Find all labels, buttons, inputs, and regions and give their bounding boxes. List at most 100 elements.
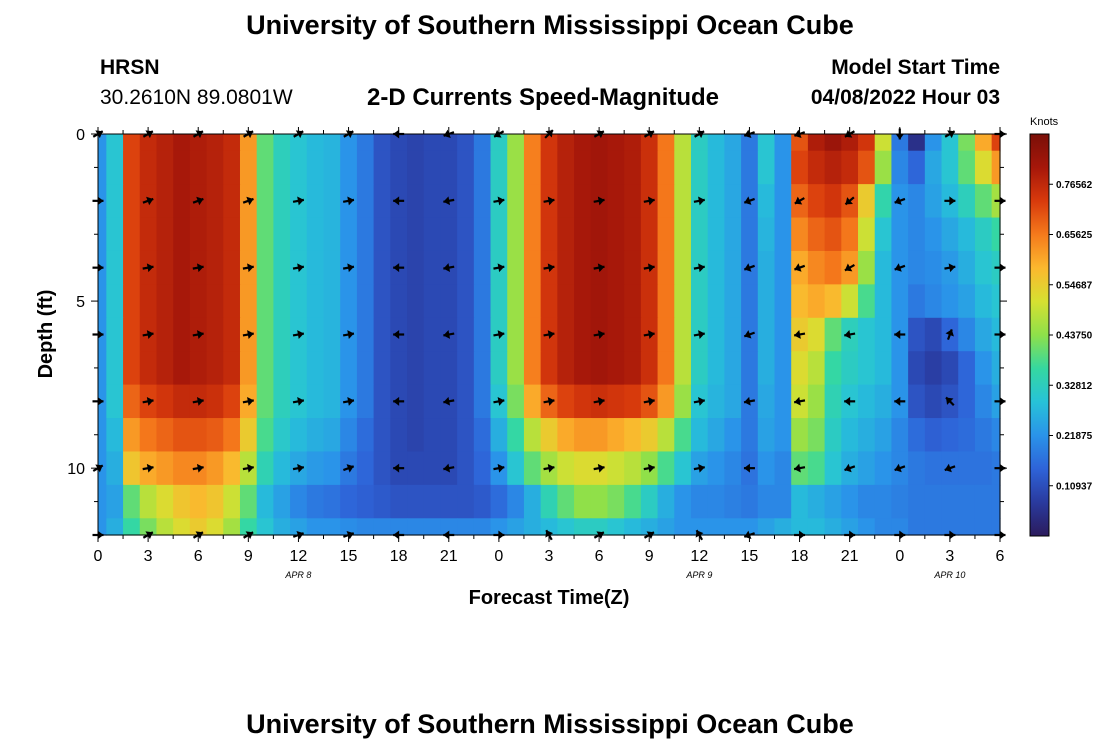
heatmap-cell [607, 418, 625, 453]
heatmap-cell [640, 351, 659, 386]
heatmap-cell [724, 351, 742, 386]
current-arrow [693, 196, 705, 206]
heatmap-cell [757, 418, 776, 453]
heatmap-cell [841, 418, 859, 453]
heatmap-cell [473, 184, 492, 219]
heatmap-cell [757, 451, 776, 486]
heatmap-cell [908, 317, 926, 352]
current-arrow [342, 196, 355, 206]
current-arrow [192, 196, 204, 206]
heatmap-cell [774, 484, 792, 519]
heatmap-cell [340, 150, 358, 185]
heatmap-cell [156, 484, 174, 519]
current-arrow [292, 263, 305, 273]
heatmap-cell [791, 284, 809, 319]
heatmap-cell [306, 184, 325, 219]
heatmap-cell [858, 317, 876, 352]
heatmap-cell [356, 518, 375, 536]
heatmap-cell [774, 384, 792, 419]
heatmap-cell [223, 451, 241, 486]
heatmap-cell [407, 150, 425, 185]
heatmap-cell [841, 518, 859, 536]
current-arrow [292, 330, 305, 340]
heatmap-cell [791, 134, 809, 152]
heatmap-cell [156, 518, 174, 536]
current-arrow [743, 330, 755, 339]
heatmap-cell [407, 484, 425, 519]
heatmap-cell [807, 518, 826, 536]
heatmap-cell [674, 284, 692, 319]
heatmap-cell [774, 451, 792, 486]
colorbar-tick-label: 0.21875 [1056, 431, 1093, 442]
heatmap-cell [290, 134, 308, 152]
heatmap-cell [791, 217, 809, 252]
heatmap-cell [206, 484, 224, 519]
heatmap-cell [123, 451, 141, 486]
heatmap-cell [908, 134, 926, 152]
heatmap-cell [657, 250, 675, 285]
heatmap-cell [323, 484, 341, 519]
current-arrow [493, 330, 505, 340]
heatmap-cell [473, 134, 492, 152]
heatmap-cell [858, 418, 876, 453]
heatmap-cell [774, 317, 792, 352]
heatmap-cell [323, 250, 341, 285]
heatmap-cell [156, 250, 174, 285]
current-arrow [894, 463, 906, 473]
current-arrow [543, 463, 555, 473]
heatmap-cell [757, 250, 776, 285]
heatmap-cell [824, 351, 842, 386]
x-tick-label: 6 [194, 548, 203, 565]
heatmap-cell [574, 518, 592, 536]
heatmap-cell [974, 150, 993, 185]
heatmap-cell [223, 351, 241, 386]
heatmap-cell [974, 518, 993, 536]
heatmap-cell [507, 384, 525, 419]
current-arrow [945, 328, 954, 341]
heatmap-cell [407, 384, 425, 419]
heatmap-cell [924, 484, 943, 519]
current-arrow [493, 396, 505, 406]
heatmap-cell [507, 351, 525, 386]
heatmap-cell [440, 418, 458, 453]
heatmap-cell [607, 134, 625, 152]
heatmap-cell [390, 284, 408, 319]
current-arrow [393, 463, 405, 473]
current-arrow [443, 463, 455, 473]
heatmap-cell [724, 418, 742, 453]
heatmap-cell [206, 384, 224, 419]
heatmap-cell [123, 384, 141, 419]
heatmap-cell [824, 317, 842, 352]
heatmap-cell [273, 418, 291, 453]
heatmap-cell [173, 250, 191, 285]
heatmap-cell [98, 217, 107, 252]
date-label: APR 8 [284, 570, 311, 580]
heatmap-cell [306, 418, 325, 453]
current-arrow [793, 329, 806, 339]
x-tick-label: 15 [741, 548, 759, 565]
heatmap-cell [356, 284, 375, 319]
heatmap-cell [473, 284, 492, 319]
heatmap-cell [874, 351, 893, 386]
heatmap-cell [774, 150, 792, 185]
current-arrow [543, 330, 555, 340]
heatmap-cell [590, 484, 609, 519]
heatmap-cell [123, 317, 141, 352]
heatmap-cell [557, 217, 575, 252]
heatmap-cell [941, 518, 959, 536]
heatmap-cell [958, 150, 976, 185]
heatmap-cell [407, 451, 425, 486]
heatmap-cell [958, 217, 976, 252]
heatmap-cell [306, 317, 325, 352]
heatmap-cell [991, 484, 1001, 519]
heatmap-cell [256, 418, 274, 453]
heatmap-cell [323, 184, 341, 219]
heatmap-cell [223, 418, 241, 453]
heatmap-cell [640, 284, 659, 319]
heatmap-cell [256, 250, 274, 285]
heatmap-cell [958, 284, 976, 319]
heatmap-cell [874, 418, 893, 453]
current-arrow [443, 396, 455, 406]
heatmap-cell [690, 150, 709, 185]
current-arrow [844, 196, 855, 206]
